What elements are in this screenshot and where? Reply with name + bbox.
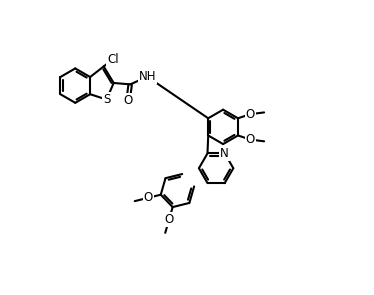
Text: Cl: Cl: [107, 53, 119, 65]
Text: O: O: [123, 94, 133, 107]
Text: O: O: [165, 213, 174, 226]
Text: NH: NH: [139, 70, 156, 83]
Text: O: O: [246, 108, 255, 121]
Text: N: N: [220, 147, 229, 160]
Text: S: S: [103, 93, 110, 106]
Text: O: O: [144, 191, 153, 204]
Text: O: O: [246, 133, 255, 146]
